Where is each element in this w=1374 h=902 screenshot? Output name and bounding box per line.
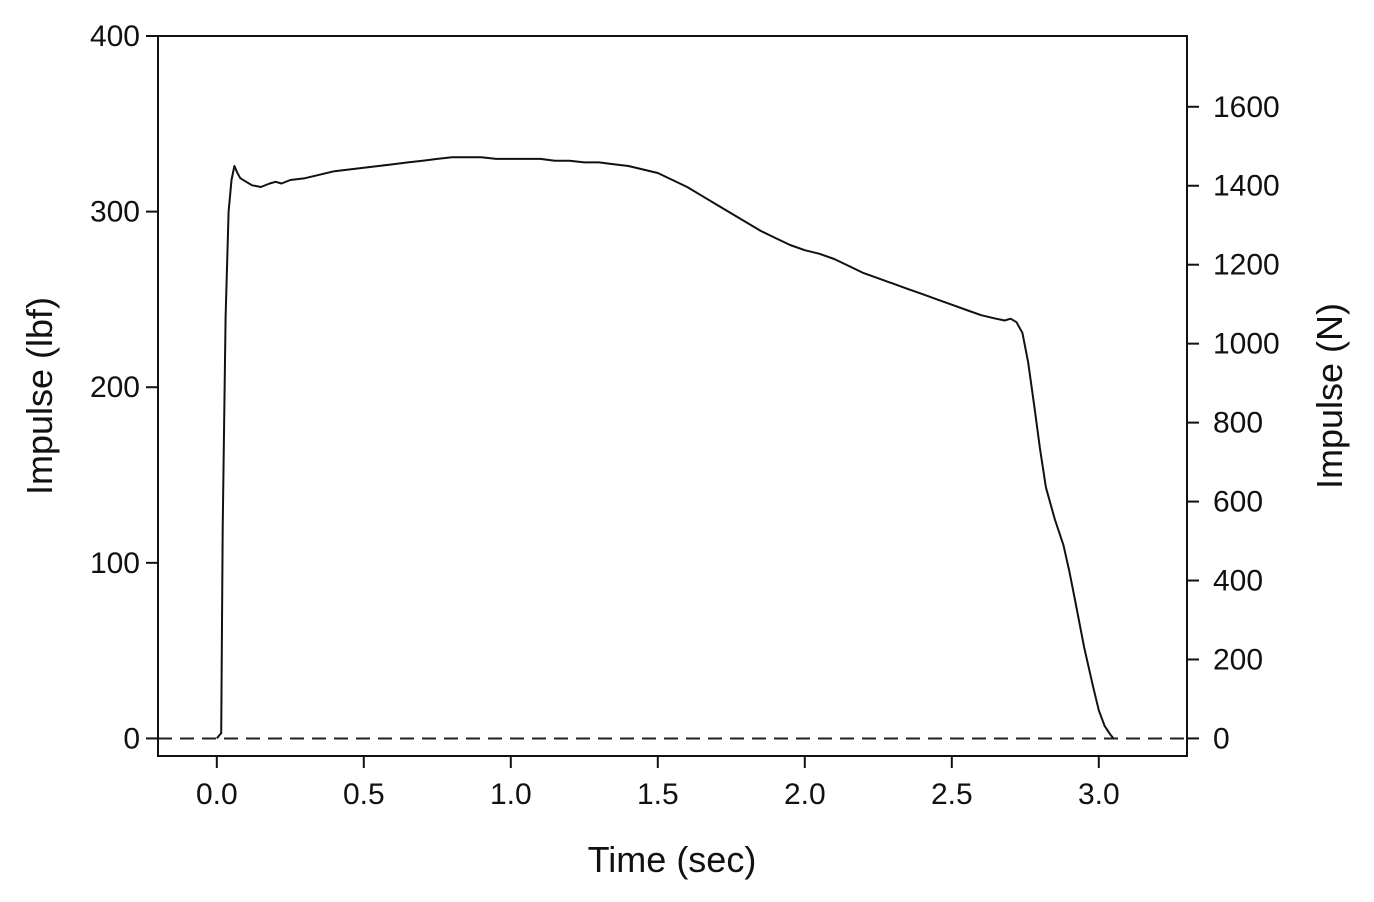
y2-tick-label: 800 xyxy=(1213,407,1263,440)
series-line-impulse xyxy=(216,156,1115,740)
x-tick-label: 3.0 xyxy=(1078,778,1120,811)
y2-tick-label: 1600 xyxy=(1213,91,1280,124)
x-tick-label: 2.5 xyxy=(931,778,973,811)
y-tick-label: 0 xyxy=(123,722,140,755)
y-axis-title: Impulse (lbf) xyxy=(19,297,60,495)
y2-tick-label: 0 xyxy=(1213,722,1230,755)
y2-tick-label: 200 xyxy=(1213,643,1263,676)
x-tick-label: 1.5 xyxy=(637,778,679,811)
x-tick-label: 1.0 xyxy=(490,778,532,811)
x-tick-label: 2.0 xyxy=(784,778,826,811)
y-tick-label: 200 xyxy=(90,371,140,404)
plot-frame xyxy=(157,35,1188,757)
x-axis: 0.0 0.5 1.0 1.5 2.0 2.5 3.0 xyxy=(196,756,1120,811)
y-tick-label: 100 xyxy=(90,547,140,580)
x-tick-label: 0.5 xyxy=(343,778,385,811)
x-axis-title: Time (sec) xyxy=(588,839,757,880)
left-y-axis: 0 100 200 300 400 xyxy=(90,20,158,755)
y-tick-label: 300 xyxy=(90,196,140,229)
y2-tick-label: 1000 xyxy=(1213,328,1280,361)
right-y-axis: 0 200 400 600 800 1000 1200 1400 1600 xyxy=(1187,91,1280,755)
y2-tick-label: 400 xyxy=(1213,565,1263,598)
y2-tick-label: 1200 xyxy=(1213,249,1280,282)
y2-tick-label: 600 xyxy=(1213,486,1263,519)
y2-axis-title: Impulse (N) xyxy=(1309,303,1350,489)
x-tick-label: 0.0 xyxy=(196,778,238,811)
y-tick-label: 400 xyxy=(90,20,140,53)
y2-tick-label: 1400 xyxy=(1213,170,1280,203)
